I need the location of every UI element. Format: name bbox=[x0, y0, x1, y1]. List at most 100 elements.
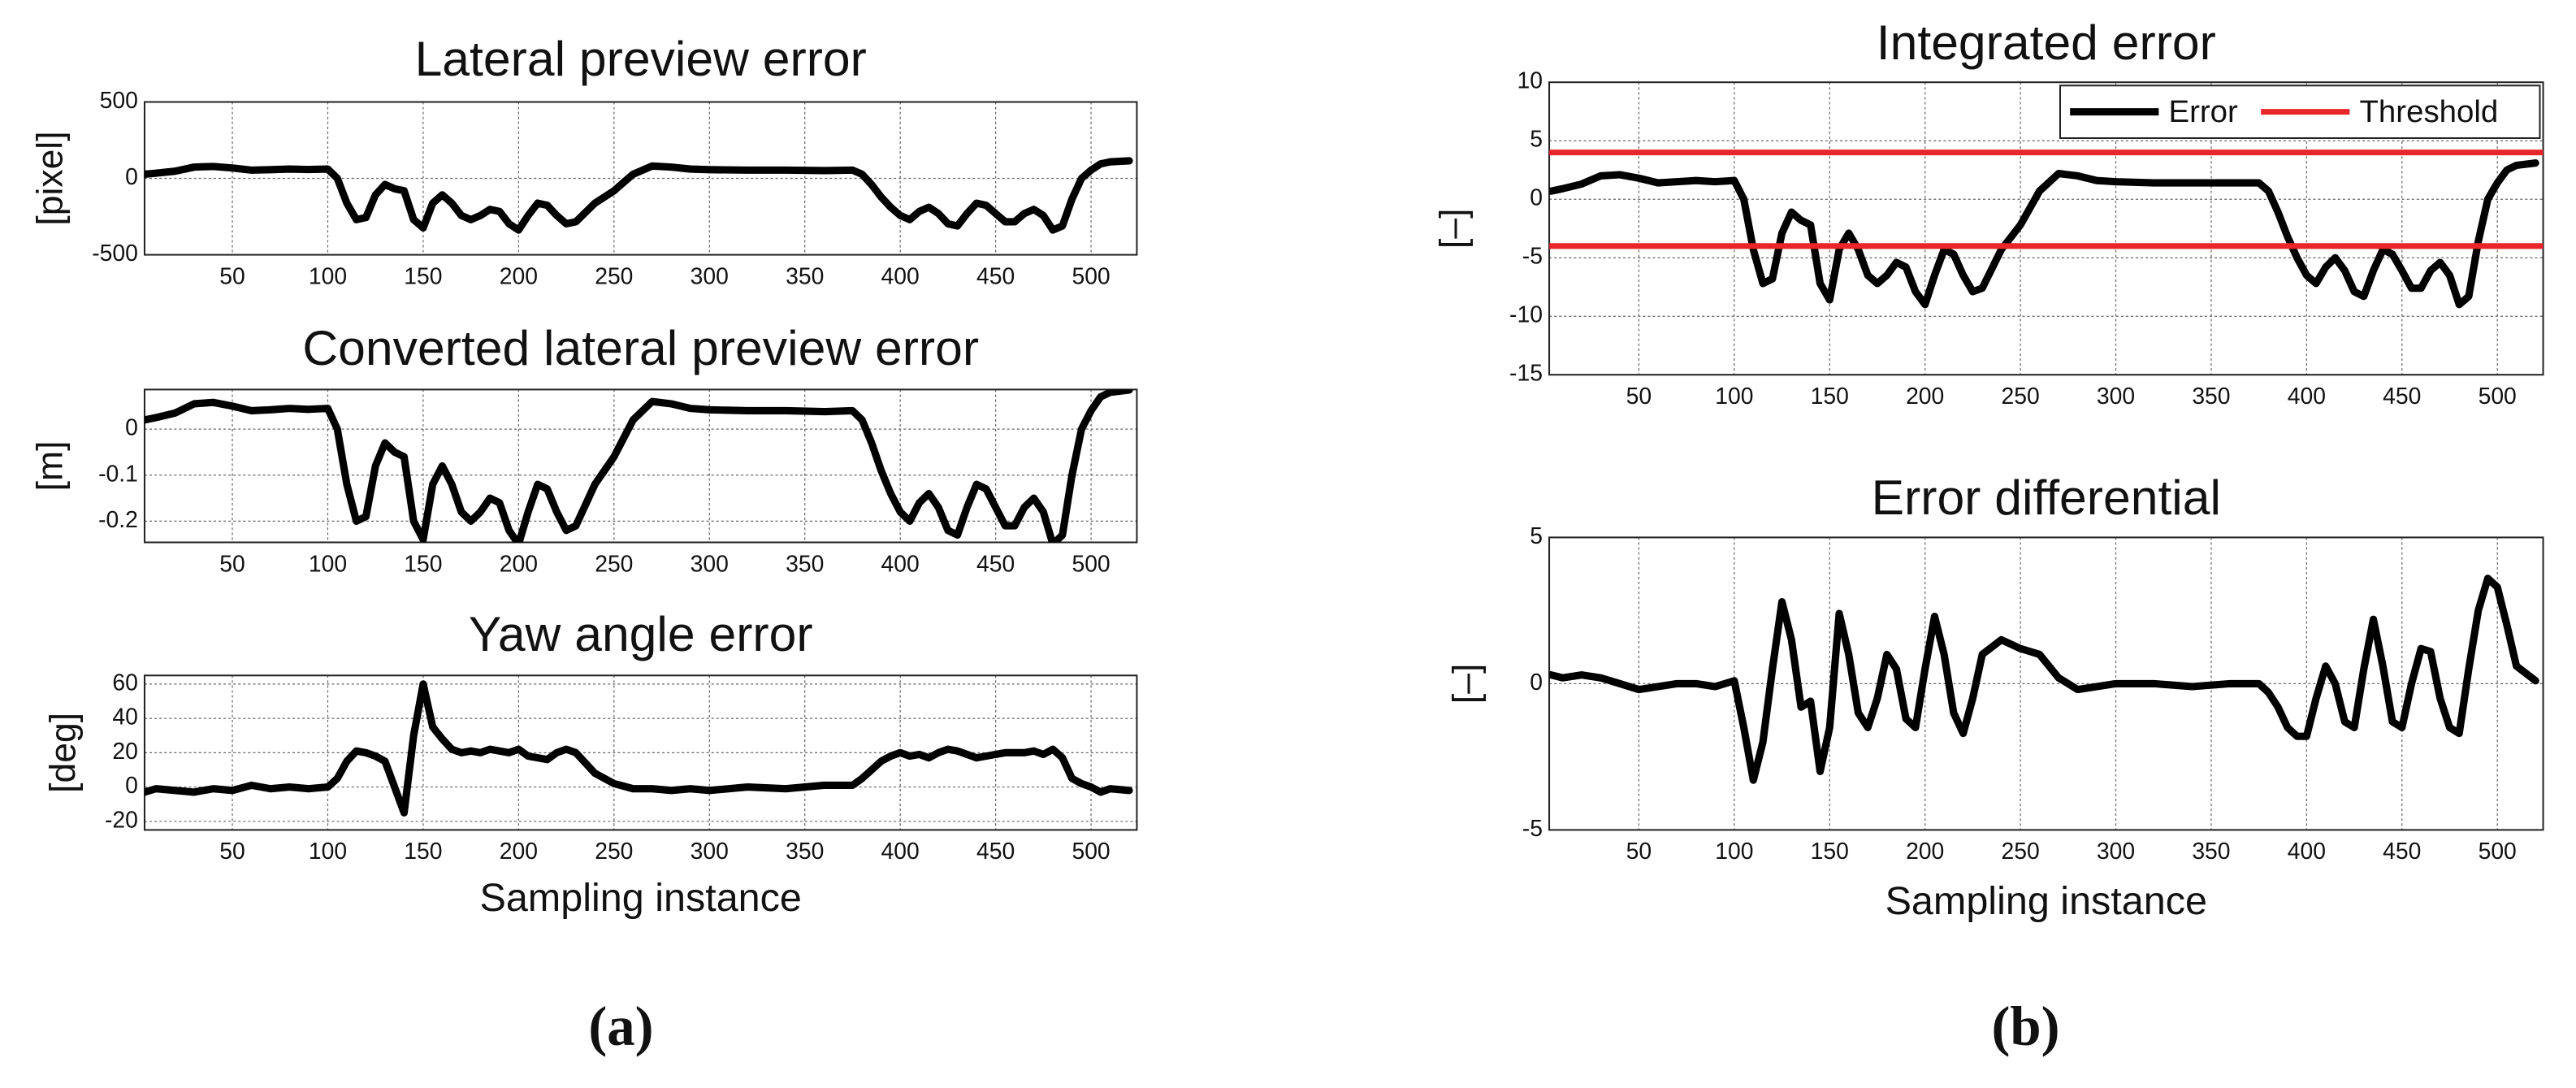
x-tick-label: 50 bbox=[219, 838, 245, 864]
y-axis-label: [–] bbox=[1447, 664, 1487, 704]
y-axis-label: [pixel] bbox=[30, 131, 70, 225]
x-tick-label: 150 bbox=[1811, 383, 1849, 409]
x-tick-label: 150 bbox=[1811, 838, 1849, 864]
x-tick-label: 500 bbox=[1072, 550, 1110, 576]
x-tick-label: 300 bbox=[691, 262, 729, 288]
plot-frame bbox=[143, 388, 1138, 544]
y-tick-label: 0 bbox=[1530, 184, 1543, 210]
x-tick-label: 100 bbox=[309, 550, 347, 576]
chart-title: Lateral preview error bbox=[415, 31, 867, 86]
y-tick-label: 10 bbox=[1517, 67, 1542, 93]
x-tick-label: 450 bbox=[976, 262, 1015, 288]
plot-area bbox=[144, 389, 1133, 543]
legend-label: Threshold bbox=[2359, 94, 2498, 129]
chart-title: Converted lateral preview error bbox=[302, 320, 979, 375]
y-axis-label: [deg] bbox=[44, 713, 84, 793]
x-tick-label: 250 bbox=[2001, 838, 2039, 864]
x-tick-label: 350 bbox=[2192, 838, 2230, 864]
x-tick-label: 400 bbox=[881, 262, 920, 288]
legend-label: Error bbox=[2168, 94, 2238, 129]
x-tick-label: 350 bbox=[786, 550, 824, 576]
x-tick-label: 250 bbox=[595, 262, 633, 288]
x-tick-label: 350 bbox=[786, 262, 824, 288]
y-axis-label: [m] bbox=[30, 441, 70, 492]
plot-frame bbox=[143, 101, 1138, 256]
x-tick-label: 300 bbox=[2097, 838, 2135, 864]
data-line bbox=[1549, 159, 2539, 309]
y-tick-label: -0.2 bbox=[98, 506, 138, 532]
x-tick-label: 50 bbox=[1626, 838, 1652, 864]
plot-area bbox=[1549, 150, 2544, 309]
x-tick-label: 400 bbox=[2288, 383, 2326, 409]
x-tick-label: 250 bbox=[2001, 383, 2039, 409]
x-tick-label: 200 bbox=[500, 262, 538, 288]
y-tick-label: -5 bbox=[1522, 243, 1543, 269]
y-tick-label: 0 bbox=[125, 163, 138, 189]
y-tick-label: 5 bbox=[1530, 126, 1543, 152]
chart-title: Yaw angle error bbox=[469, 606, 813, 661]
y-tick-label: 0 bbox=[125, 414, 138, 440]
x-tick-label: 250 bbox=[595, 550, 633, 576]
x-tick-label: 450 bbox=[976, 550, 1015, 576]
data-line bbox=[144, 389, 1133, 543]
y-tick-label: 0 bbox=[125, 772, 138, 798]
x-tick-label: 300 bbox=[691, 550, 729, 576]
x-tick-label: 450 bbox=[2383, 838, 2421, 864]
x-tick-label: 50 bbox=[219, 550, 245, 576]
plot-frame bbox=[1548, 536, 2544, 831]
chart-title: Error differential bbox=[1872, 470, 2221, 525]
plot-area bbox=[144, 157, 1133, 234]
panel-label: (b) bbox=[1992, 995, 2060, 1057]
x-tick-label: 200 bbox=[500, 838, 538, 864]
y-tick-label: 0 bbox=[1530, 669, 1543, 695]
x-axis-label: Sampling instance bbox=[479, 876, 801, 920]
y-tick-label: -20 bbox=[105, 806, 138, 832]
x-tick-label: 200 bbox=[1906, 383, 1944, 409]
y-tick-label: -15 bbox=[1509, 360, 1543, 386]
x-tick-label: 100 bbox=[1715, 383, 1753, 409]
y-tick-label: -0.1 bbox=[98, 460, 138, 486]
x-tick-label: 250 bbox=[595, 838, 633, 864]
x-tick-label: 150 bbox=[404, 550, 442, 576]
y-tick-label: 60 bbox=[112, 669, 137, 695]
y-tick-label: 20 bbox=[112, 738, 137, 764]
panel-label: (a) bbox=[588, 995, 653, 1057]
data-line bbox=[144, 157, 1133, 234]
data-line bbox=[144, 680, 1133, 817]
x-tick-label: 150 bbox=[404, 838, 442, 864]
x-tick-label: 500 bbox=[1072, 838, 1110, 864]
x-tick-label: 350 bbox=[2192, 383, 2230, 409]
x-tick-label: 500 bbox=[2479, 383, 2517, 409]
x-tick-label: 200 bbox=[1906, 838, 1944, 864]
plot-frame bbox=[143, 674, 1138, 831]
y-tick-label: 40 bbox=[112, 704, 137, 730]
plot-area bbox=[144, 680, 1133, 817]
data-line bbox=[1549, 574, 2539, 784]
x-tick-label: 100 bbox=[1715, 838, 1753, 864]
x-tick-label: 400 bbox=[881, 838, 920, 864]
y-tick-label: -10 bbox=[1509, 301, 1543, 327]
x-tick-label: 350 bbox=[786, 838, 824, 864]
x-tick-label: 150 bbox=[404, 262, 442, 288]
y-axis-label: [–] bbox=[1434, 208, 1474, 248]
x-tick-label: 300 bbox=[2097, 383, 2135, 409]
y-tick-label: 5 bbox=[1530, 522, 1543, 548]
x-tick-label: 500 bbox=[2479, 838, 2517, 864]
x-tick-label: 500 bbox=[1072, 262, 1110, 288]
x-tick-label: 450 bbox=[976, 838, 1015, 864]
x-tick-label: 450 bbox=[2383, 383, 2421, 409]
y-tick-label: 500 bbox=[100, 87, 138, 113]
x-tick-label: 50 bbox=[219, 262, 245, 288]
y-tick-label: -500 bbox=[92, 240, 138, 266]
x-tick-label: 400 bbox=[2288, 838, 2326, 864]
x-tick-label: 300 bbox=[691, 838, 729, 864]
x-tick-label: 50 bbox=[1626, 383, 1652, 409]
x-tick-label: 100 bbox=[309, 262, 347, 288]
y-tick-label: -5 bbox=[1522, 815, 1543, 841]
chart-title: Integrated error bbox=[1877, 15, 2216, 70]
x-tick-label: 200 bbox=[500, 550, 538, 576]
plot-frame bbox=[1548, 81, 2544, 376]
x-axis-label: Sampling instance bbox=[1885, 879, 2207, 923]
